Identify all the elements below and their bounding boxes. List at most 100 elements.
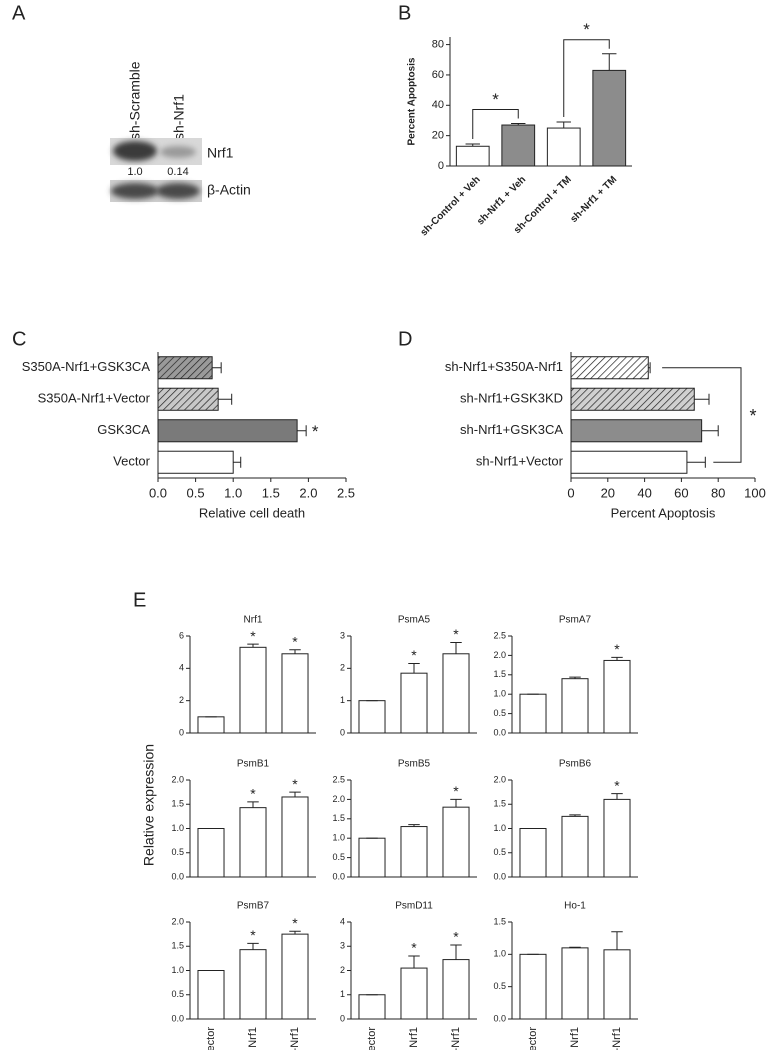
x-tick-label: Nrf1	[408, 1027, 420, 1048]
significance: *	[250, 786, 256, 802]
y-tick-label: 20	[432, 130, 444, 142]
bar	[519, 953, 547, 1020]
bar	[400, 826, 428, 878]
x-tick-label: Vector	[527, 1027, 539, 1050]
bar	[519, 828, 547, 878]
blot-band	[110, 138, 202, 202]
x-tick-label: 100	[744, 485, 766, 500]
error-bar	[289, 649, 301, 654]
y-tick-label: 1.0	[493, 949, 506, 959]
y-tick-label: 0.5	[171, 989, 184, 999]
bar	[197, 716, 225, 734]
y-tick-label: 4	[179, 663, 184, 673]
x-axis-label: Percent Apoptosis	[611, 505, 716, 520]
y-tick-label: 1.5	[171, 941, 184, 951]
error-bar	[233, 456, 242, 468]
bar	[197, 828, 225, 878]
y-tick-label: 1	[340, 989, 345, 999]
chart-title: PsmB6	[559, 759, 592, 770]
bar	[501, 124, 536, 167]
significance: *	[453, 783, 459, 799]
y-tick-label: 0.5	[493, 981, 506, 991]
y-tick-label: 2.0	[493, 774, 506, 784]
bar	[197, 970, 225, 1020]
bar	[281, 796, 309, 878]
chart-title: PsmB5	[398, 759, 431, 770]
x-tick-label: 1.5	[262, 485, 280, 500]
bar	[400, 967, 428, 1020]
y-tick-label: 0.0	[171, 1013, 184, 1023]
error-bar	[569, 814, 581, 817]
chart-title: PsmB7	[237, 901, 270, 912]
bar	[239, 646, 267, 734]
error-bar	[569, 676, 581, 679]
significance: *	[292, 776, 298, 792]
error-bar	[297, 425, 307, 437]
y-axis-label: Relative expression	[141, 744, 157, 866]
x-tick-label: 60	[674, 485, 688, 500]
significance: *	[411, 940, 417, 956]
quantification: 0.14	[167, 166, 188, 178]
error-bar	[450, 641, 462, 654]
y-tick-label: 2.0	[171, 774, 184, 784]
error-bar	[611, 656, 623, 661]
y-tick-label: Vector	[113, 454, 151, 469]
panel-letter: D	[398, 328, 412, 350]
significance: *	[749, 406, 756, 426]
bar	[358, 700, 386, 734]
x-tick-label: sh-Nrf1 + TM	[568, 174, 619, 225]
y-tick-label: 3	[340, 630, 345, 640]
chart-title: PsmB1	[237, 759, 270, 770]
significance: *	[250, 927, 256, 943]
y-tick-label: 0.0	[171, 871, 184, 881]
x-axis-label: Relative cell death	[199, 505, 305, 520]
error-bar	[602, 53, 617, 71]
x-tick-label: 80	[711, 485, 725, 500]
error-bar	[701, 425, 719, 437]
bar	[157, 387, 219, 411]
bar	[442, 959, 470, 1020]
bar	[455, 145, 490, 167]
significance-bracket	[563, 39, 610, 117]
x-tick-label: Vector	[366, 1027, 378, 1050]
significance: *	[292, 915, 298, 931]
x-tick-label: 0.0	[149, 485, 167, 500]
significance: *	[583, 20, 590, 39]
y-tick-label: S350A-Nrf1+Vector	[38, 391, 151, 406]
error-bar	[247, 801, 259, 808]
bar	[603, 798, 631, 878]
error-bar	[511, 123, 526, 126]
lane-label: sh-Scramble	[127, 61, 143, 140]
y-tick-label: 1.0	[493, 689, 506, 699]
quantification: 1.0	[127, 166, 142, 178]
error-bar	[289, 791, 301, 797]
chart-title: Nrf1	[244, 615, 263, 626]
bar	[442, 653, 470, 734]
bar	[592, 69, 627, 167]
y-tick-label: 2.5	[332, 774, 345, 784]
error-bar	[465, 143, 480, 147]
y-tick-label: 0.5	[332, 852, 345, 862]
bar	[603, 659, 631, 734]
y-tick-label: 0.0	[493, 871, 506, 881]
y-axis-label: Percent Apoptosis	[407, 57, 418, 145]
bar	[561, 947, 589, 1020]
x-tick-label: 1.0	[224, 485, 242, 500]
significance: *	[250, 628, 256, 644]
bar	[400, 672, 428, 734]
y-tick-label: 1.0	[171, 965, 184, 975]
y-tick-label: sh-Nrf1+GSK3CA	[460, 422, 563, 437]
chart-title: PsmD11	[395, 901, 433, 912]
error-bar	[648, 362, 651, 374]
x-tick-label: 40	[637, 485, 651, 500]
chart-title: PsmA7	[559, 615, 592, 626]
x-tick-label: 0.5	[187, 485, 205, 500]
y-tick-label: 6	[179, 630, 184, 640]
x-tick-label: Nrf1	[247, 1027, 259, 1048]
significance: *	[453, 626, 459, 642]
error-bar	[694, 393, 710, 405]
significance: *	[492, 90, 499, 109]
bar	[519, 693, 547, 734]
x-tick-label: sh-Control + Veh	[419, 174, 483, 238]
error-bar	[450, 798, 462, 808]
